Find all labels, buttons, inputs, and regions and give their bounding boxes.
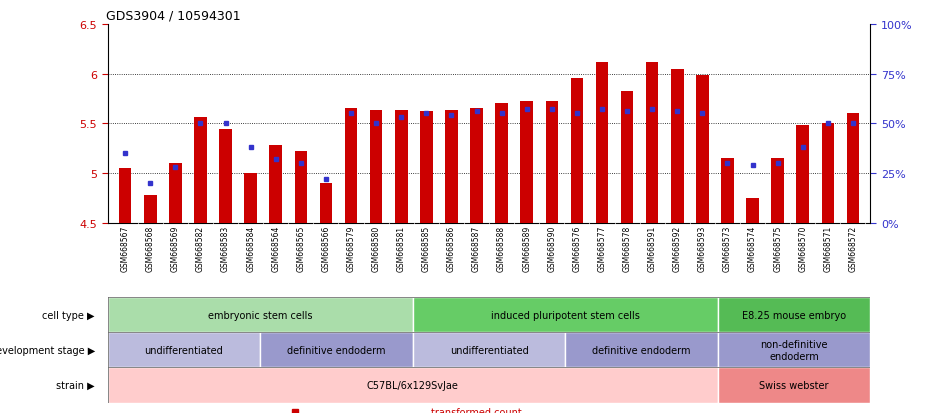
- Bar: [108, 332, 260, 368]
- Text: C57BL/6x129SvJae: C57BL/6x129SvJae: [367, 380, 459, 390]
- Text: GSM668592: GSM668592: [673, 225, 681, 271]
- Text: GSM668585: GSM668585: [422, 225, 431, 271]
- Bar: [595, 62, 608, 223]
- Bar: [822, 124, 834, 223]
- Text: GSM668583: GSM668583: [221, 225, 230, 271]
- Text: Swiss webster: Swiss webster: [759, 380, 829, 390]
- Bar: [395, 111, 407, 223]
- Text: GDS3904 / 10594301: GDS3904 / 10594301: [106, 9, 241, 22]
- Text: GSM668593: GSM668593: [698, 225, 707, 271]
- Bar: [108, 368, 718, 403]
- Bar: [119, 169, 131, 223]
- Bar: [320, 183, 332, 223]
- Text: E8.25 mouse embryo: E8.25 mouse embryo: [742, 310, 846, 320]
- Bar: [520, 102, 533, 223]
- Bar: [219, 130, 232, 223]
- Text: embryonic stem cells: embryonic stem cells: [208, 310, 313, 320]
- Text: GSM668572: GSM668572: [848, 225, 857, 271]
- Text: GSM668568: GSM668568: [146, 225, 154, 271]
- Text: GSM668571: GSM668571: [824, 225, 832, 271]
- Text: GSM668591: GSM668591: [648, 225, 657, 271]
- Text: GSM668570: GSM668570: [798, 225, 807, 271]
- Bar: [194, 118, 207, 223]
- Text: undifferentiated: undifferentiated: [449, 345, 529, 355]
- Bar: [718, 332, 870, 368]
- Bar: [546, 102, 558, 223]
- Text: non-definitive
endoderm: non-definitive endoderm: [760, 339, 828, 361]
- Bar: [646, 62, 658, 223]
- Bar: [420, 112, 432, 223]
- Bar: [621, 92, 634, 223]
- Text: GSM668577: GSM668577: [597, 225, 607, 271]
- Bar: [797, 126, 809, 223]
- Bar: [144, 195, 156, 223]
- Text: GSM668573: GSM668573: [723, 225, 732, 271]
- Text: GSM668589: GSM668589: [522, 225, 532, 271]
- Text: GSM668588: GSM668588: [497, 225, 506, 271]
- Text: definitive endoderm: definitive endoderm: [287, 345, 386, 355]
- Text: GSM668584: GSM668584: [246, 225, 256, 271]
- Text: cell type ▶: cell type ▶: [42, 310, 95, 320]
- Bar: [847, 114, 859, 223]
- Bar: [671, 69, 683, 223]
- Bar: [169, 164, 182, 223]
- Bar: [108, 297, 413, 332]
- Bar: [718, 297, 870, 332]
- Text: GSM668566: GSM668566: [321, 225, 330, 271]
- Bar: [565, 332, 718, 368]
- Bar: [771, 159, 784, 223]
- Bar: [370, 111, 383, 223]
- Text: GSM668579: GSM668579: [346, 225, 356, 271]
- Text: GSM668578: GSM668578: [622, 225, 632, 271]
- Bar: [718, 368, 870, 403]
- Bar: [470, 109, 483, 223]
- Text: GSM668564: GSM668564: [271, 225, 280, 271]
- Bar: [446, 111, 458, 223]
- Text: GSM668565: GSM668565: [297, 225, 305, 271]
- Bar: [495, 104, 508, 223]
- Text: GSM668581: GSM668581: [397, 225, 405, 271]
- Text: GSM668586: GSM668586: [446, 225, 456, 271]
- Bar: [746, 198, 759, 223]
- Text: definitive endoderm: definitive endoderm: [592, 345, 691, 355]
- Text: induced pluripotent stem cells: induced pluripotent stem cells: [490, 310, 640, 320]
- Bar: [344, 109, 358, 223]
- Text: GSM668587: GSM668587: [472, 225, 481, 271]
- Text: GSM668575: GSM668575: [773, 225, 782, 271]
- Text: GSM668580: GSM668580: [372, 225, 381, 271]
- Bar: [260, 332, 413, 368]
- Text: development stage ▶: development stage ▶: [0, 345, 95, 355]
- Text: strain ▶: strain ▶: [56, 380, 95, 390]
- Text: GSM668574: GSM668574: [748, 225, 757, 271]
- Text: transformed count: transformed count: [431, 407, 521, 413]
- Text: GSM668590: GSM668590: [548, 225, 556, 271]
- Bar: [721, 159, 734, 223]
- Text: GSM668569: GSM668569: [171, 225, 180, 271]
- Text: undifferentiated: undifferentiated: [144, 345, 224, 355]
- Bar: [571, 79, 583, 223]
- Bar: [244, 173, 257, 223]
- Bar: [413, 332, 565, 368]
- Bar: [413, 297, 718, 332]
- Text: GSM668567: GSM668567: [121, 225, 130, 271]
- Bar: [696, 75, 709, 223]
- Bar: [295, 152, 307, 223]
- Text: GSM668576: GSM668576: [573, 225, 581, 271]
- Bar: [270, 146, 282, 223]
- Text: GSM668582: GSM668582: [196, 225, 205, 271]
